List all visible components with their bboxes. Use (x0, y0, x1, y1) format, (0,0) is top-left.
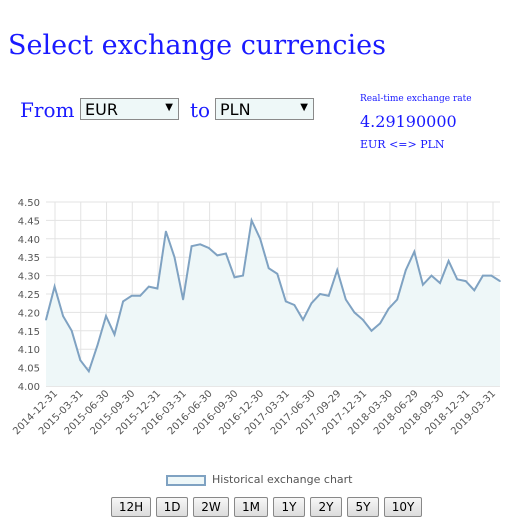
data-point (310, 302, 313, 305)
data-point (156, 287, 159, 290)
data-point (62, 315, 64, 317)
data-point (122, 300, 124, 303)
data-point (190, 245, 193, 247)
data-point (70, 330, 73, 332)
data-point (422, 284, 424, 286)
range-button-2w[interactable]: 2W (193, 497, 229, 517)
range-button-1y[interactable]: 1Y (273, 497, 305, 517)
y-tick-label: 4.05 (18, 364, 40, 375)
dropdown-arrow-icon: ▼ (300, 102, 308, 113)
from-currency-value: EUR (85, 100, 118, 119)
y-tick-label: 4.15 (18, 327, 40, 338)
data-point (293, 304, 296, 306)
data-point (482, 274, 484, 277)
data-point (130, 295, 133, 297)
from-label: From (20, 98, 75, 122)
data-point (473, 289, 476, 292)
data-point (182, 298, 184, 301)
data-point (147, 285, 150, 288)
to-currency-value: PLN (220, 100, 251, 119)
data-point (233, 276, 236, 279)
to-currency-select[interactable]: PLN ▼ (215, 98, 314, 120)
realtime-rate-value: 4.29190000 (360, 112, 457, 131)
range-button-1d[interactable]: 1D (156, 497, 188, 517)
data-point (165, 230, 167, 233)
y-tick-label: 4.35 (18, 253, 40, 264)
legend-label: Historical exchange chart (212, 473, 353, 486)
series-area (46, 220, 500, 386)
data-point (456, 278, 458, 281)
data-point (199, 243, 201, 246)
data-point (345, 298, 347, 301)
realtime-rate-label: Real-time exchange rate (360, 94, 472, 104)
data-point (404, 269, 407, 271)
data-point (396, 298, 399, 301)
data-point (302, 318, 304, 321)
data-point (250, 219, 253, 222)
y-tick-label: 4.50 (18, 198, 40, 209)
data-point (242, 274, 244, 277)
dropdown-arrow-icon: ▼ (165, 102, 173, 113)
data-point (285, 300, 287, 303)
data-point (79, 359, 82, 362)
data-point (430, 274, 433, 277)
from-currency-select[interactable]: EUR ▼ (80, 98, 179, 120)
data-point (319, 293, 321, 295)
currency-pair: EUR <=> PLN (360, 138, 445, 151)
to-label: to (190, 98, 211, 122)
chart-legend[interactable]: Historical exchange chart (166, 473, 353, 486)
data-point (370, 330, 373, 332)
range-button-1m[interactable]: 1M (234, 497, 268, 517)
exchange-rate-chart: 4.00 4.05 4.10 4.15 4.20 4.25 4.30 4.35 4.40 4.45… (11, 198, 501, 437)
data-point (139, 295, 142, 297)
data-point (105, 315, 107, 317)
data-point (499, 280, 501, 282)
data-point (387, 307, 390, 310)
range-button-12h[interactable]: 12H (111, 497, 151, 517)
y-tick-label: 4.00 (18, 382, 40, 393)
data-point (225, 252, 227, 255)
data-point (379, 322, 381, 325)
y-tick-label: 4.30 (18, 272, 40, 283)
data-point (259, 238, 261, 240)
y-tick-label: 4.10 (18, 345, 40, 356)
data-point (276, 272, 279, 275)
page-title: Select exchange currencies (8, 30, 386, 61)
data-point (336, 269, 339, 271)
y-tick-label: 4.40 (18, 235, 40, 246)
data-point (88, 370, 90, 373)
data-point (353, 311, 356, 314)
y-tick-label: 4.25 (18, 290, 40, 301)
data-point (207, 247, 210, 249)
range-button-5y[interactable]: 5Y (347, 497, 379, 517)
data-point (113, 333, 116, 336)
data-point (173, 256, 176, 259)
data-point (464, 280, 467, 282)
data-point (216, 254, 219, 257)
y-tick-label: 4.20 (18, 308, 40, 319)
range-button-10y[interactable]: 10Y (384, 497, 422, 517)
data-point (45, 318, 47, 321)
data-point (362, 318, 364, 321)
data-point (327, 295, 330, 297)
legend-swatch (166, 474, 206, 486)
y-tick-label: 4.45 (18, 216, 40, 227)
data-point (267, 267, 270, 270)
series-line (45, 217, 501, 374)
data-point (447, 260, 450, 262)
data-point (413, 250, 416, 253)
range-button-2y[interactable]: 2Y (310, 497, 342, 517)
data-point (53, 285, 56, 288)
data-point (490, 274, 493, 277)
data-point (439, 282, 441, 284)
data-point (96, 344, 99, 347)
